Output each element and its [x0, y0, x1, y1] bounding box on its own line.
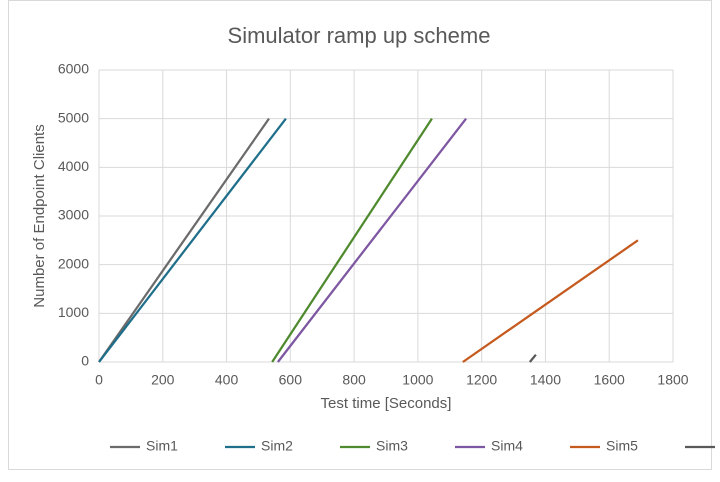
series-line — [98, 118, 270, 363]
x-tick-label: 1400 — [530, 372, 561, 388]
x-axis-label: Test time [Seconds] — [321, 395, 452, 412]
x-tick-label: 1000 — [402, 372, 433, 388]
y-axis-label: Number of Endpoint Clients — [31, 124, 48, 307]
y-tick-label: 0 — [81, 353, 89, 369]
series-line — [528, 353, 537, 363]
y-tick-label: 1000 — [58, 304, 89, 320]
x-tick-label: 0 — [95, 372, 103, 388]
x-tick-label: 400 — [215, 372, 239, 388]
y-tick-label: 5000 — [58, 109, 89, 125]
y-tick-label: 6000 — [58, 61, 89, 77]
legend-label: Sim5 — [606, 438, 638, 454]
y-tick-label: 2000 — [58, 255, 89, 271]
series-line — [462, 239, 639, 363]
y-tick-label: 4000 — [58, 158, 89, 174]
x-tick-label: 200 — [151, 372, 175, 388]
legend-label: Sim4 — [491, 438, 523, 454]
x-tick-label: 1600 — [594, 372, 625, 388]
legend-label: Sim3 — [376, 438, 408, 454]
x-tick-label: 800 — [342, 372, 366, 388]
x-tick-label: 1200 — [466, 372, 497, 388]
y-tick-label: 3000 — [58, 207, 89, 223]
chart-title: Simulator ramp up scheme — [228, 23, 491, 48]
legend-label: Sim1 — [146, 438, 178, 454]
legend-label: Sim2 — [261, 438, 293, 454]
series-line — [98, 117, 287, 363]
x-tick-label: 600 — [279, 372, 303, 388]
series-line — [277, 117, 467, 363]
chart-border — [8, 0, 712, 470]
x-tick-label: 1800 — [657, 372, 688, 388]
series-line — [271, 118, 433, 363]
